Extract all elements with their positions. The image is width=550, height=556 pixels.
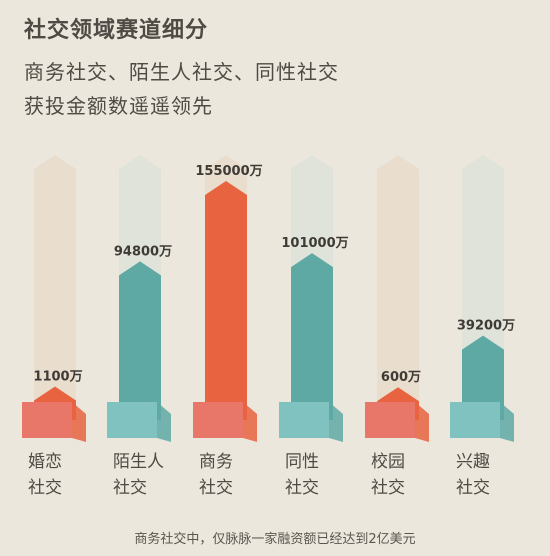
bar-background — [377, 155, 419, 420]
label-box-fold — [157, 402, 171, 442]
label-box-fold — [329, 402, 343, 442]
label-box-fold — [415, 402, 429, 442]
footnote: 商务社交中，仅脉脉一家融资额已经达到2亿美元 — [134, 532, 416, 547]
bar-background — [34, 155, 76, 420]
label-box — [22, 402, 72, 438]
label-box — [107, 402, 157, 438]
category-label: 社交 — [113, 478, 147, 498]
bar-value-label: 1100万 — [33, 370, 82, 385]
bar-value-label: 155000万 — [195, 164, 262, 179]
category-label: 婚恋 — [28, 451, 62, 472]
category-label: 同性 — [285, 452, 319, 472]
bar — [291, 253, 333, 420]
label-box-fold — [243, 402, 257, 442]
category-label: 兴趣 — [456, 452, 490, 472]
subtitle-line-2: 获投金额数遥遥领先 — [24, 94, 213, 118]
category-label: 社交 — [285, 478, 319, 498]
category-label: 社交 — [28, 478, 62, 498]
category-label: 商务 — [199, 452, 233, 472]
category-label: 陌生人 — [113, 452, 164, 472]
bar-value-label: 101000万 — [281, 236, 348, 251]
bar — [462, 335, 504, 420]
subtitle-line-1: 商务社交、陌生人社交、同性社交 — [24, 60, 339, 84]
bar-value-label: 600万 — [381, 370, 421, 385]
page-title: 社交领域赛道细分 — [24, 18, 209, 43]
label-box — [279, 402, 329, 438]
label-box-fold — [72, 402, 86, 442]
category-label: 校园 — [371, 452, 405, 472]
bar — [205, 181, 247, 420]
label-box — [450, 402, 500, 438]
category-label: 社交 — [199, 478, 233, 498]
label-box — [365, 402, 415, 438]
label-box — [193, 402, 243, 438]
bar-value-label: 39200万 — [457, 319, 515, 334]
category-label: 社交 — [371, 478, 405, 498]
bar — [119, 261, 161, 420]
category-label: 社交 — [456, 478, 490, 498]
label-box-fold — [500, 402, 514, 442]
bar-value-label: 94800万 — [114, 244, 172, 259]
